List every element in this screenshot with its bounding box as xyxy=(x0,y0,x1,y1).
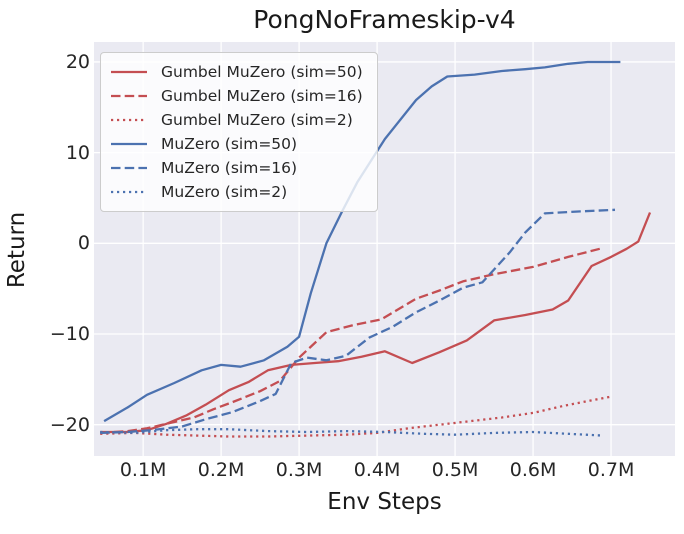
legend-label: MuZero (sim=50) xyxy=(161,135,298,153)
legend-line-swatch xyxy=(111,166,147,170)
legend-line-swatch xyxy=(111,94,147,98)
legend-item: Gumbel MuZero (sim=16) xyxy=(111,84,363,108)
y-tick-label: −20 xyxy=(49,413,90,436)
y-axis-label: Return xyxy=(4,211,30,289)
y-tick-label: −10 xyxy=(49,323,90,346)
legend-item: MuZero (sim=16) xyxy=(111,156,363,180)
legend-line-swatch xyxy=(111,142,147,146)
x-tick-label: 0.2M xyxy=(197,459,245,481)
y-tick-label: 10 xyxy=(65,141,90,164)
legend-label: Gumbel MuZero (sim=2) xyxy=(161,111,353,129)
series-line xyxy=(100,246,604,435)
series-line xyxy=(100,428,604,437)
x-tick-label: 0.6M xyxy=(509,459,557,481)
x-tick-label: 0.5M xyxy=(431,459,479,481)
legend-item: Gumbel MuZero (sim=2) xyxy=(111,108,363,132)
legend-item: MuZero (sim=50) xyxy=(111,132,363,156)
x-tick-label: 0.3M xyxy=(275,459,323,481)
x-axis-label: Env Steps xyxy=(327,489,442,515)
legend-line-swatch xyxy=(111,70,147,74)
legend-label: MuZero (sim=2) xyxy=(161,183,288,201)
legend-label: Gumbel MuZero (sim=50) xyxy=(161,63,363,81)
x-tick-label: 0.4M xyxy=(353,459,401,481)
x-tick-label: 0.7M xyxy=(587,459,635,481)
legend-item: Gumbel MuZero (sim=50) xyxy=(111,60,363,84)
y-tick-label: 20 xyxy=(65,50,90,73)
legend-line-swatch xyxy=(111,118,147,122)
y-tick-label: 0 xyxy=(77,232,90,255)
legend-label: MuZero (sim=16) xyxy=(161,159,298,177)
legend-item: MuZero (sim=2) xyxy=(111,180,363,204)
legend-line-swatch xyxy=(111,190,147,194)
series-line xyxy=(100,212,652,434)
legend: Gumbel MuZero (sim=50) Gumbel MuZero (sim… xyxy=(100,52,378,212)
chart-title: PongNoFrameskip-v4 xyxy=(253,5,516,34)
x-tick-label: 0.1M xyxy=(119,459,167,481)
series-line xyxy=(100,208,616,435)
legend-label: Gumbel MuZero (sim=16) xyxy=(161,87,363,105)
